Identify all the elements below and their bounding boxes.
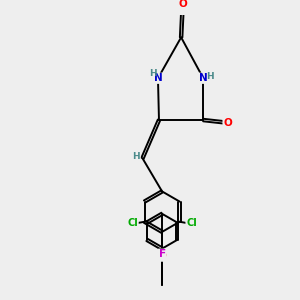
Text: F: F [158,249,166,259]
Text: N: N [199,73,208,83]
Text: Cl: Cl [186,218,197,228]
Text: O: O [223,118,232,128]
Text: Cl: Cl [128,218,138,228]
Text: O: O [178,0,187,9]
Text: H: H [149,69,157,78]
Text: N: N [154,73,162,83]
Text: H: H [206,72,214,81]
Text: H: H [133,152,140,161]
Text: O: O [158,251,167,261]
